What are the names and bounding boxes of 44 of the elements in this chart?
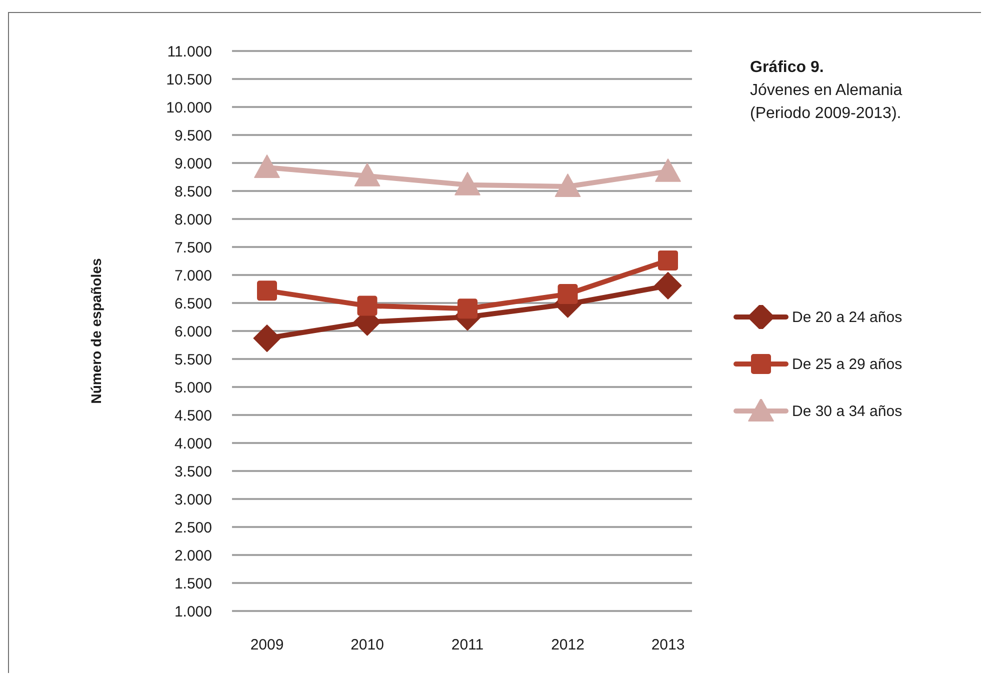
point [354,162,380,186]
point [257,280,277,301]
point [254,154,280,178]
y-axis-title: Número de españoles [88,258,104,404]
y-tick-label: 3.500 [174,463,212,480]
x-tick-label: 2009 [250,636,284,654]
point [554,174,581,198]
y-tick-label: 1.000 [174,603,212,620]
point [253,324,281,352]
y-tick-label: 6.000 [174,323,212,340]
y-tick-label: 2.000 [174,547,212,564]
y-tick-label: 1.500 [174,575,212,592]
x-tick-label: 2012 [551,636,584,654]
y-tick-label: 7.000 [174,267,212,284]
y-tick-label: 5.500 [174,351,212,368]
y-tick-label: 9.000 [174,155,212,172]
y-tick-label: 11.000 [167,43,212,60]
point [454,172,480,196]
point [654,272,682,300]
point [655,158,681,182]
y-tick-label: 4.000 [174,435,212,452]
y-tick-label: 10.500 [166,71,212,88]
y-tick-label: 5.000 [174,379,212,396]
point [357,296,378,316]
x-tick-label: 2011 [451,636,484,654]
text: Gráfico 9. [750,58,825,78]
point [658,250,678,270]
y-tick-label: 7.500 [174,239,212,256]
y-tick-label: 8.000 [174,211,212,228]
y-tick-label: 10.000 [166,99,212,116]
point [458,298,478,319]
y-tick-label: 6.500 [174,295,212,312]
legend-label: De 20 a 24 años [792,308,902,326]
point [558,284,578,304]
y-tick-label: 8.500 [174,183,212,200]
y-tick-label: 4.500 [174,407,212,424]
x-tick-label: 2010 [350,636,384,654]
y-tick-label: 2.500 [174,519,212,536]
text: Jóvenes en Alemania (Periodo 2009-2013). [750,81,904,124]
legend-label: De 30 a 34 años [792,402,902,420]
x-tick-label: 2013 [651,636,685,654]
y-tick-label: 3.000 [174,491,212,508]
y-tick-label: 9.500 [174,127,212,144]
legend-label: De 25 a 29 años [792,356,902,372]
